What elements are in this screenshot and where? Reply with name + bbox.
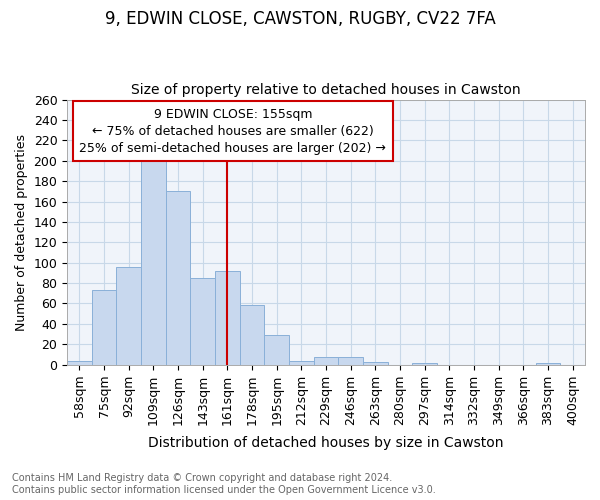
Bar bbox=[412, 362, 437, 364]
Bar bbox=[141, 156, 166, 364]
X-axis label: Distribution of detached houses by size in Cawston: Distribution of detached houses by size … bbox=[148, 436, 504, 450]
Bar bbox=[314, 356, 338, 364]
Text: 9, EDWIN CLOSE, CAWSTON, RUGBY, CV22 7FA: 9, EDWIN CLOSE, CAWSTON, RUGBY, CV22 7FA bbox=[104, 10, 496, 28]
Bar bbox=[116, 267, 141, 364]
Text: Contains HM Land Registry data © Crown copyright and database right 2024.
Contai: Contains HM Land Registry data © Crown c… bbox=[12, 474, 436, 495]
Bar bbox=[363, 362, 388, 364]
Y-axis label: Number of detached properties: Number of detached properties bbox=[15, 134, 28, 330]
Bar bbox=[215, 271, 240, 364]
Bar bbox=[338, 356, 363, 364]
Bar bbox=[92, 290, 116, 364]
Text: 9 EDWIN CLOSE: 155sqm
← 75% of detached houses are smaller (622)
25% of semi-det: 9 EDWIN CLOSE: 155sqm ← 75% of detached … bbox=[79, 108, 386, 154]
Bar bbox=[289, 360, 314, 364]
Bar bbox=[67, 360, 92, 364]
Title: Size of property relative to detached houses in Cawston: Size of property relative to detached ho… bbox=[131, 83, 521, 97]
Bar bbox=[240, 304, 265, 364]
Bar bbox=[166, 192, 190, 364]
Bar bbox=[536, 362, 560, 364]
Bar bbox=[265, 335, 289, 364]
Bar bbox=[190, 278, 215, 364]
